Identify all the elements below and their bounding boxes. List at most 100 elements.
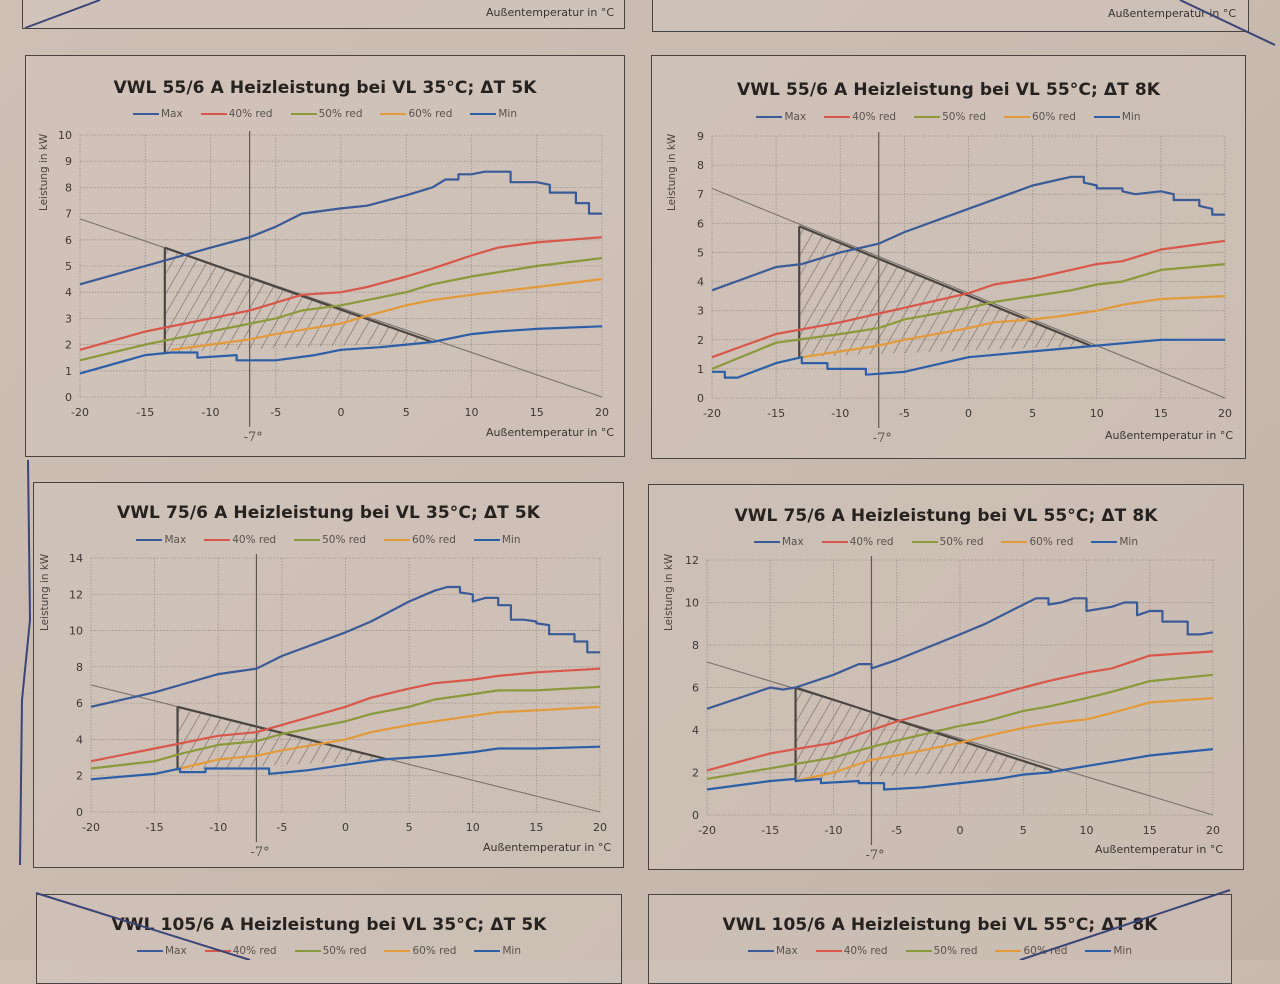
legend-swatch — [905, 950, 932, 952]
legend-item: 40% red — [815, 945, 888, 957]
legend-swatch — [384, 950, 411, 952]
legend-swatch — [995, 950, 1022, 952]
x-axis-label: Außentemperatur in °C — [486, 426, 614, 439]
legend-swatch — [474, 950, 501, 952]
legend-swatch — [473, 539, 500, 541]
legend-item: 40% red — [204, 945, 277, 957]
legend-label: Min — [1113, 945, 1133, 957]
legend-label: Max — [164, 945, 187, 957]
bottom-left-title: VWL 105/6 A Heizleistung bei VL 35°C; ΔT… — [111, 915, 547, 935]
pen-stroke-left — [19, 459, 32, 866]
legend-swatch — [911, 541, 938, 543]
chart-panel-2: VWL 55/6 A Heizleistung bei VL 55°C; ΔT … — [651, 55, 1246, 459]
legend-item: Min — [474, 945, 521, 957]
legend-item: 50% red — [911, 536, 984, 548]
top-partial-panel-left: Außentemperatur in °C — [22, 0, 625, 29]
legend-item: 60% red — [1001, 536, 1073, 548]
legend-swatch — [136, 950, 163, 952]
legend-swatch — [132, 113, 159, 115]
legend-swatch — [1003, 116, 1030, 118]
legend-label: 50% red — [939, 536, 984, 548]
legend-item: 50% red — [294, 534, 366, 546]
legend-item: 50% red — [294, 945, 367, 957]
top-left-x-axis-label: Außentemperatur in °C — [486, 6, 614, 19]
legend-swatch — [294, 950, 321, 952]
legend-label: 40% red — [232, 534, 277, 546]
legend-swatch — [204, 950, 231, 952]
legend-label: 40% red — [849, 536, 894, 548]
bottom-partial-panel-right: VWL 105/6 A Heizleistung bei VL 55°C; ΔT… — [648, 894, 1232, 984]
legend-label: Max — [775, 945, 798, 957]
x-axis-label: Außentemperatur in °C — [483, 841, 611, 854]
bottom-partial-panel-left: VWL 105/6 A Heizleistung bei VL 35°C; ΔT… — [36, 894, 622, 984]
legend-swatch — [200, 113, 227, 115]
chart-panel-4: VWL 75/6 A Heizleistung bei VL 55°C; ΔT … — [648, 484, 1244, 870]
legend-item: Min — [1093, 111, 1141, 123]
top-partial-panel-right: Außentemperatur in °C — [652, 0, 1249, 32]
legend-swatch — [204, 539, 231, 541]
legend-label: 50% red — [933, 945, 978, 957]
legend-item: 60% red — [383, 534, 456, 546]
legend-item: Max — [756, 111, 806, 123]
legend-swatch — [821, 541, 848, 543]
chart-legend: Max 40% red 50% red 60% red Min — [34, 534, 623, 546]
legend-swatch — [1093, 116, 1120, 118]
legend-label: Min — [501, 534, 521, 546]
legend-swatch — [136, 539, 163, 541]
y-axis-label: Leistung in kW — [663, 553, 675, 631]
legend-label: Max — [164, 534, 187, 546]
y-axis-label: Leistung in kW — [38, 133, 50, 211]
legend-label: 50% red — [318, 108, 363, 120]
legend-label: Min — [1119, 536, 1139, 548]
legend-item: 40% red — [821, 536, 894, 548]
legend-swatch — [383, 539, 410, 541]
legend-label: 60% red — [412, 945, 457, 957]
legend-label: 40% red — [228, 108, 273, 120]
legend-label: 60% red — [411, 534, 456, 546]
legend-swatch — [914, 116, 941, 118]
legend-item: Min — [470, 108, 517, 120]
legend-label: 40% red — [852, 111, 897, 123]
legend-swatch — [824, 116, 851, 118]
legend-swatch — [380, 113, 407, 115]
legend-swatch — [1001, 541, 1028, 543]
legend-item: 60% red — [380, 108, 452, 120]
x-axis-label: Außentemperatur in °C — [1105, 429, 1233, 442]
legend-item: Max — [136, 945, 187, 957]
legend-label: 60% red — [408, 108, 453, 120]
legend-swatch — [294, 539, 321, 541]
legend-label: 60% red — [1031, 111, 1076, 123]
legend-item: 40% red — [204, 534, 276, 546]
legend-item: 60% red — [384, 945, 456, 957]
legend-label: Min — [502, 945, 522, 957]
legend-item: 50% red — [905, 945, 978, 957]
chart-panel-3: VWL 75/6 A Heizleistung bei VL 35°C; ΔT … — [33, 482, 624, 868]
chart-title: VWL 75/6 A Heizleistung bei VL 55°C; ΔT … — [734, 506, 1158, 526]
legend-label: 40% red — [232, 945, 277, 957]
legend-item: Min — [1091, 536, 1138, 548]
legend-item: Max — [132, 108, 183, 120]
chart-legend: Max 40% red 50% red 60% red Min — [652, 111, 1245, 123]
bottom-left-legend: Max 40% red 50% red 60% red Min — [37, 945, 621, 957]
legend-item: Max — [747, 945, 798, 957]
bottom-right-title: VWL 105/6 A Heizleistung bei VL 55°C; ΔT… — [722, 915, 1158, 935]
legend-label: 50% red — [942, 111, 986, 123]
chart-title: VWL 55/6 A Heizleistung bei VL 55°C; ΔT … — [736, 80, 1161, 100]
legend-label: 50% red — [322, 945, 367, 957]
legend-swatch — [290, 113, 317, 115]
legend-swatch — [815, 950, 842, 952]
legend-label: Max — [781, 536, 804, 548]
legend-swatch — [756, 116, 783, 118]
legend-item: 50% red — [914, 111, 986, 123]
legend-item: Max — [753, 536, 804, 548]
legend-label: 50% red — [322, 534, 366, 546]
legend-item: 40% red — [824, 111, 896, 123]
legend-swatch — [470, 113, 497, 115]
y-axis-label: Leistung in kW — [39, 553, 51, 631]
bottom-right-legend: Max 40% red 50% red 60% red Min — [649, 945, 1231, 957]
legend-item: 50% red — [290, 108, 363, 120]
top-right-x-axis-label: Außentemperatur in °C — [1108, 7, 1236, 20]
legend-label: Min — [1121, 111, 1141, 123]
x-axis-label: Außentemperatur in °C — [1095, 843, 1223, 856]
legend-swatch — [1085, 950, 1112, 952]
